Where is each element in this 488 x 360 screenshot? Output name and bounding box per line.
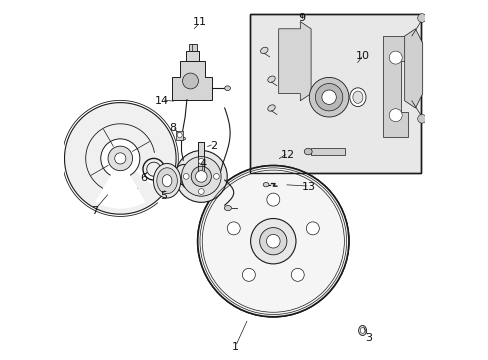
Bar [249,14,420,173]
Text: 6: 6 [140,173,147,183]
Circle shape [115,153,125,164]
Circle shape [388,109,401,122]
Circle shape [417,14,426,22]
Ellipse shape [360,328,364,333]
Circle shape [250,219,295,264]
Circle shape [259,228,286,255]
Circle shape [195,171,206,182]
Circle shape [191,166,211,186]
Circle shape [213,174,219,179]
Ellipse shape [358,325,366,336]
Text: 14: 14 [154,96,168,106]
Ellipse shape [267,105,275,111]
Text: 7: 7 [91,206,99,216]
Text: 12: 12 [280,150,294,160]
Circle shape [227,222,240,235]
Bar [249,14,420,173]
Text: 3: 3 [365,333,371,343]
Ellipse shape [267,76,275,82]
Circle shape [182,73,198,89]
Circle shape [266,193,279,206]
Circle shape [177,132,182,138]
Text: 10: 10 [356,51,369,61]
Circle shape [183,174,189,179]
Text: 5: 5 [160,191,167,201]
Text: 2: 2 [210,141,217,151]
Circle shape [108,146,132,171]
Circle shape [309,77,348,117]
Circle shape [266,234,280,248]
Bar [176,131,183,140]
Ellipse shape [153,163,181,198]
Text: 4: 4 [199,159,206,169]
Circle shape [291,268,304,281]
Circle shape [198,158,204,164]
Ellipse shape [352,91,362,103]
Polygon shape [64,103,176,214]
Text: 11: 11 [192,17,206,27]
Ellipse shape [179,137,185,140]
Text: 13: 13 [302,182,316,192]
Circle shape [321,90,336,104]
Circle shape [242,268,255,281]
Ellipse shape [260,47,267,54]
Circle shape [181,157,221,196]
Text: 1: 1 [231,342,239,352]
Bar [185,51,199,61]
Text: 9: 9 [298,13,305,23]
Polygon shape [278,22,310,101]
Circle shape [197,166,348,317]
Ellipse shape [349,88,365,107]
Circle shape [198,189,204,194]
Circle shape [315,84,342,111]
Text: 8: 8 [168,123,176,133]
Ellipse shape [162,175,172,187]
Bar [198,142,204,171]
Polygon shape [172,61,212,100]
Ellipse shape [304,148,311,155]
Circle shape [417,114,426,123]
Polygon shape [95,158,145,208]
Bar [188,44,196,51]
Circle shape [197,166,348,317]
Bar [198,142,204,171]
Circle shape [175,150,227,202]
Polygon shape [382,36,407,137]
Ellipse shape [224,86,230,90]
Circle shape [101,139,140,178]
Polygon shape [404,29,422,108]
Bar [310,148,345,155]
Ellipse shape [157,168,177,194]
Ellipse shape [263,183,268,187]
Circle shape [306,222,319,235]
Circle shape [388,51,401,64]
Ellipse shape [224,206,231,211]
